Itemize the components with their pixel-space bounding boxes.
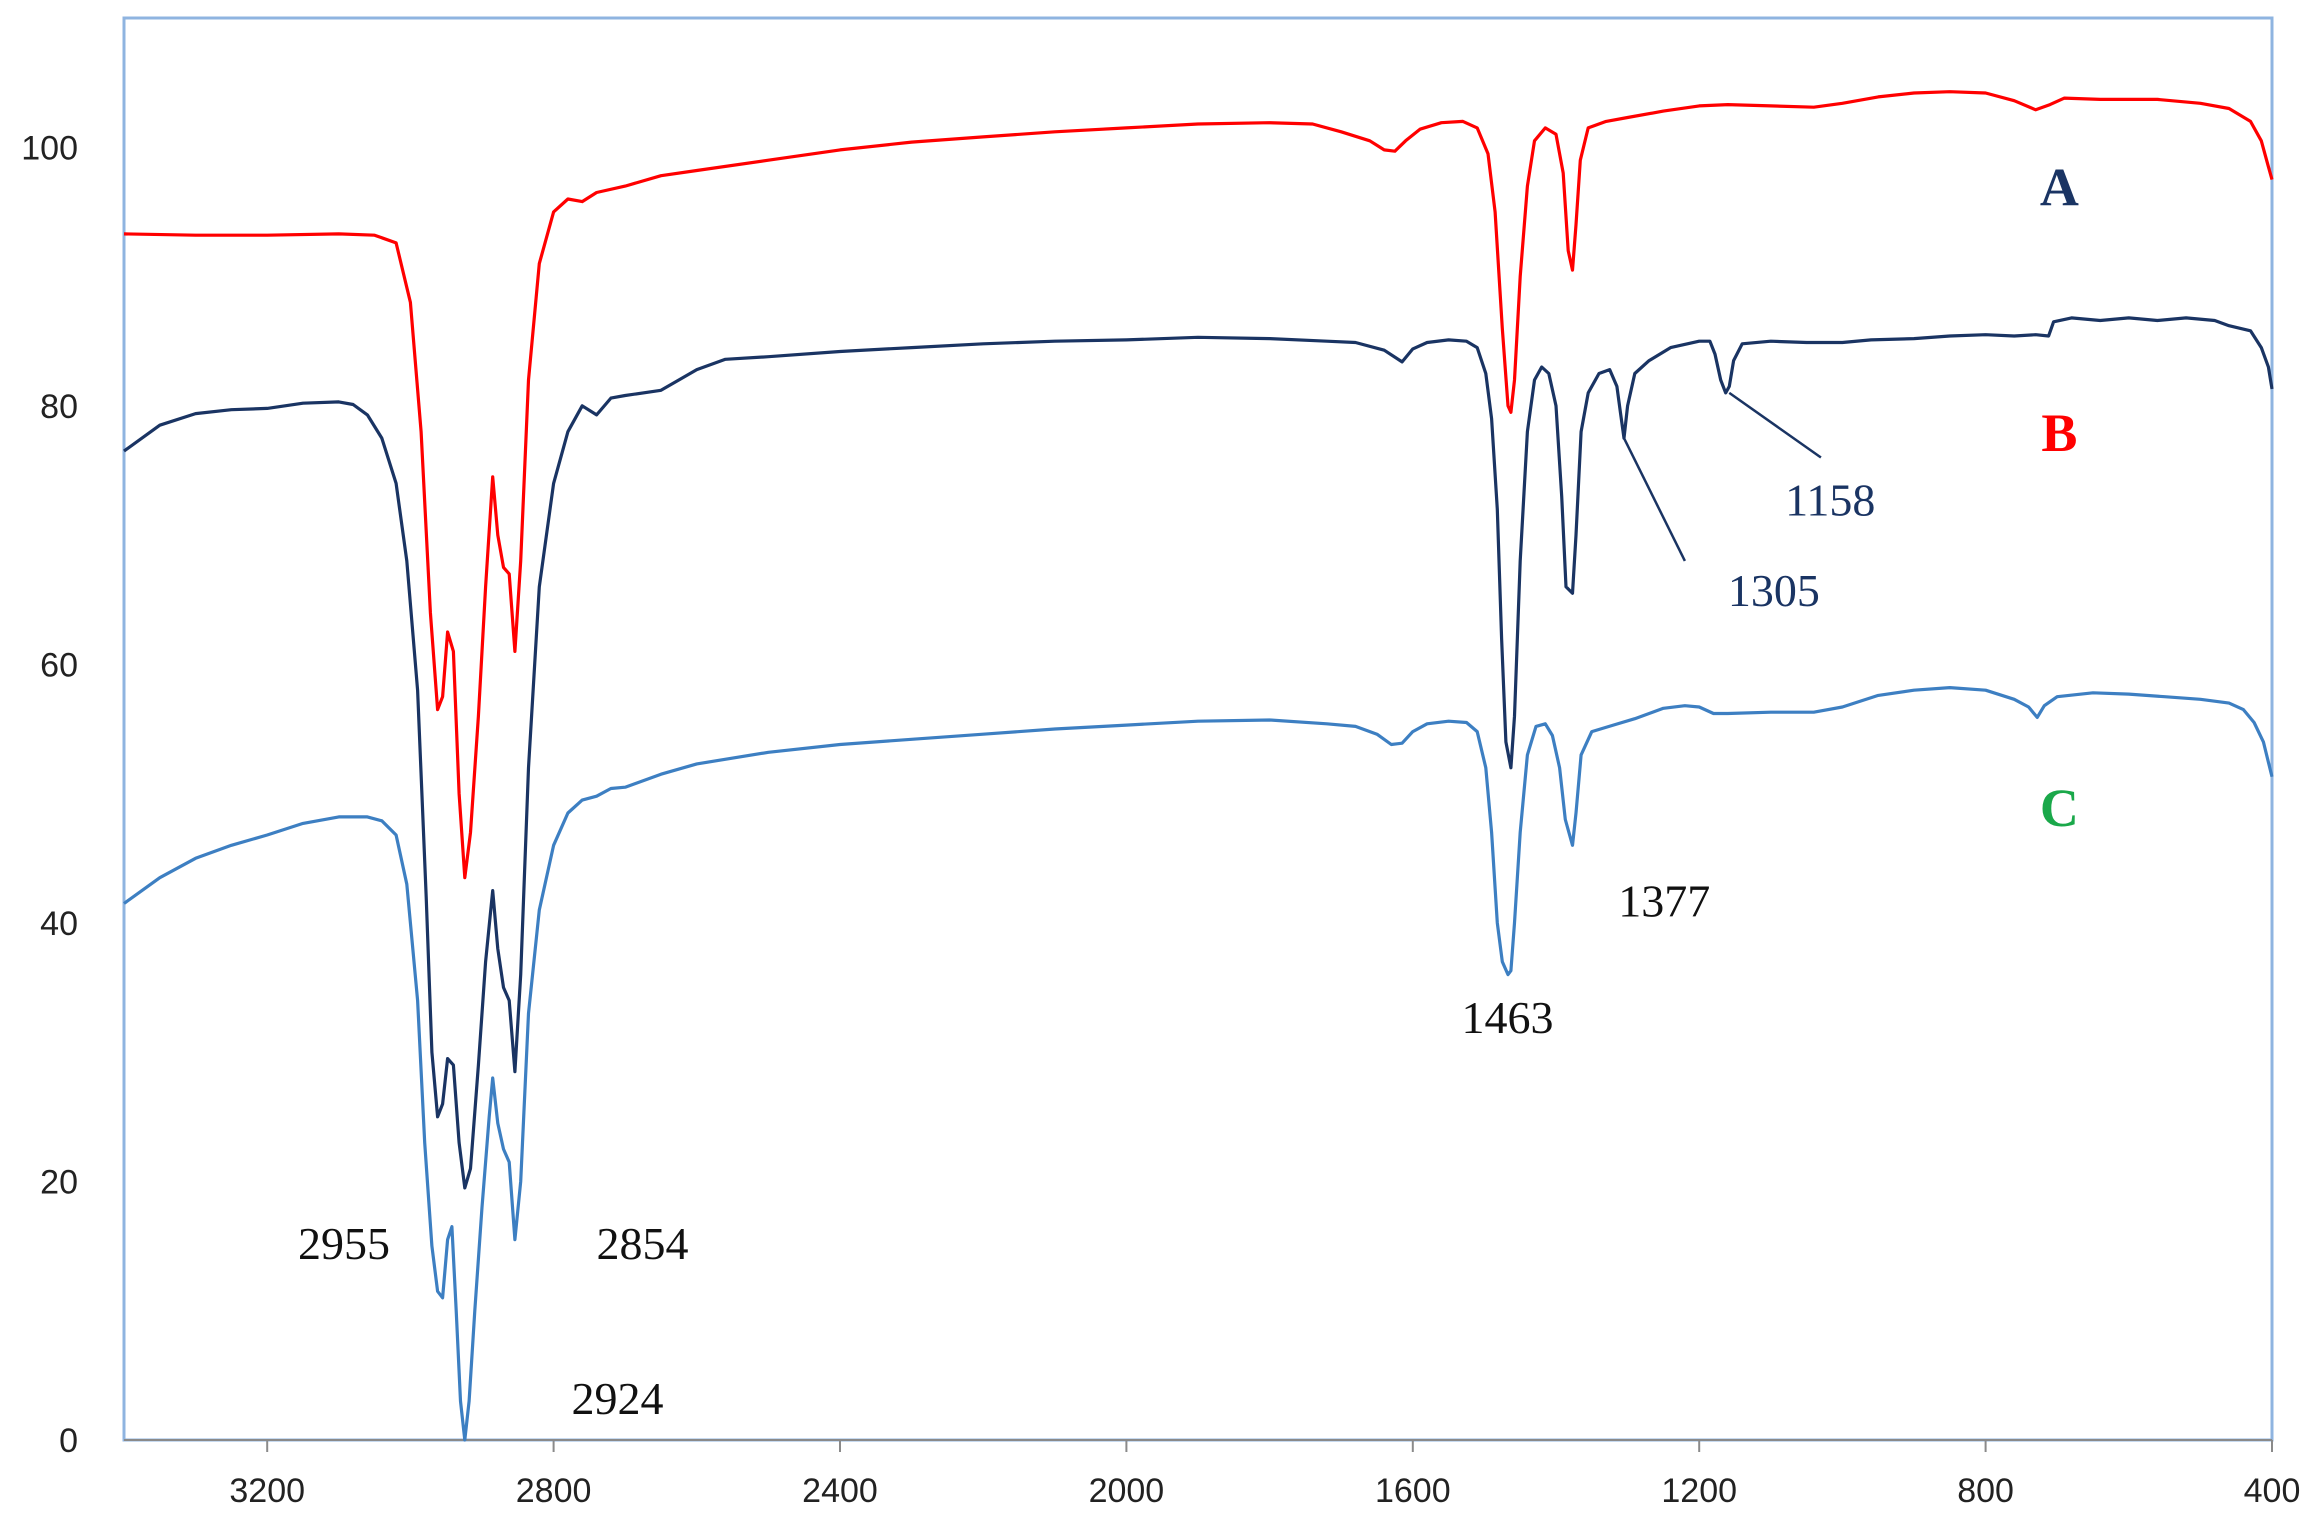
peak-label: 2955 [298, 1218, 390, 1269]
plot-frame [122, 16, 2274, 1442]
series-line-b [123, 316, 2274, 1190]
x-tick-label: 2400 [802, 1472, 878, 1510]
spectrum-series [123, 90, 2274, 1442]
peak-label: 1377 [1618, 875, 1710, 926]
series-label-c: C [2040, 778, 2079, 838]
series-labels: A B C [2040, 157, 2079, 838]
x-tick-label: 1200 [1661, 1472, 1737, 1510]
x-tick-label: 1600 [1375, 1472, 1451, 1510]
series-line-a [123, 90, 2274, 880]
y-tick-label: 20 [40, 1163, 78, 1201]
peak-label: 2854 [597, 1218, 689, 1269]
series-line-c [123, 686, 2274, 1442]
x-tick-label: 800 [1957, 1472, 2014, 1510]
peak-leader-line [1728, 391, 1822, 459]
peak-label: 2924 [572, 1373, 664, 1424]
y-tick-label: 40 [40, 905, 78, 943]
x-axis-ticks: 3200 2800 2400 2000 1600 1200 800 400 [229, 1440, 2300, 1510]
peak-label: 1463 [1461, 992, 1553, 1043]
x-tick-label: 3200 [229, 1472, 305, 1510]
y-tick-label: 0 [59, 1422, 78, 1460]
peak-annotations: 2955 2854 2924 1463 1377 1305 1158 [298, 391, 1875, 1424]
y-tick-label: 100 [21, 129, 78, 167]
y-axis-ticks: 0 20 40 60 80 100 [21, 129, 78, 1460]
series-label-b: B [2041, 403, 2077, 463]
y-tick-label: 80 [40, 388, 78, 426]
series-label-a: A [2040, 157, 2079, 217]
x-tick-label: 2000 [1089, 1472, 1165, 1510]
peak-label: 1305 [1728, 565, 1820, 616]
x-tick-label: 400 [2244, 1472, 2301, 1510]
y-tick-label: 60 [40, 646, 78, 684]
peak-leader-line [1622, 437, 1687, 562]
x-tick-label: 2800 [516, 1472, 592, 1510]
peak-label: 1158 [1785, 475, 1875, 526]
